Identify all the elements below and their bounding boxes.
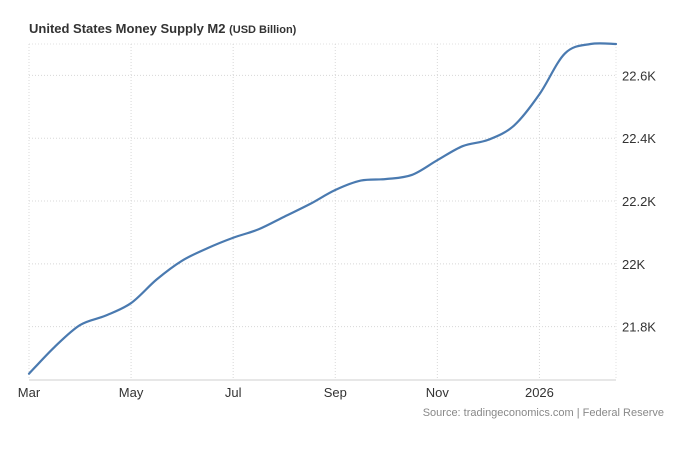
x-tick-label: Mar: [18, 385, 41, 400]
chart-title: United States Money Supply M2 (USD Billi…: [29, 21, 296, 36]
chart-unit-label: (USD Billion): [229, 24, 297, 36]
chart-source: Source: tradingeconomics.com | Federal R…: [422, 407, 664, 419]
y-tick-label: 21.8K: [622, 320, 656, 335]
chart-title-text: United States Money Supply M2: [29, 21, 226, 36]
x-tick-label: Jul: [225, 385, 242, 400]
y-tick-label: 22.2K: [622, 194, 656, 209]
y-tick-label: 22.6K: [622, 68, 656, 83]
x-tick-label: May: [119, 385, 144, 400]
chart-series: [27, 42, 618, 375]
series-line: [27, 42, 618, 375]
y-tick-label: 22.4K: [622, 131, 656, 146]
x-tick-label: Sep: [324, 385, 347, 400]
y-axis-labels: 22.6K 22.4K 22.2K 22K 21.8K: [622, 68, 656, 334]
x-axis-labels: Mar May Jul Sep Nov 2026: [18, 385, 554, 400]
y-tick-label: 22K: [622, 257, 645, 272]
chart-grid: [28, 43, 617, 380]
x-tick-label: Nov: [426, 385, 450, 400]
x-tick-label: 2026: [525, 385, 554, 400]
